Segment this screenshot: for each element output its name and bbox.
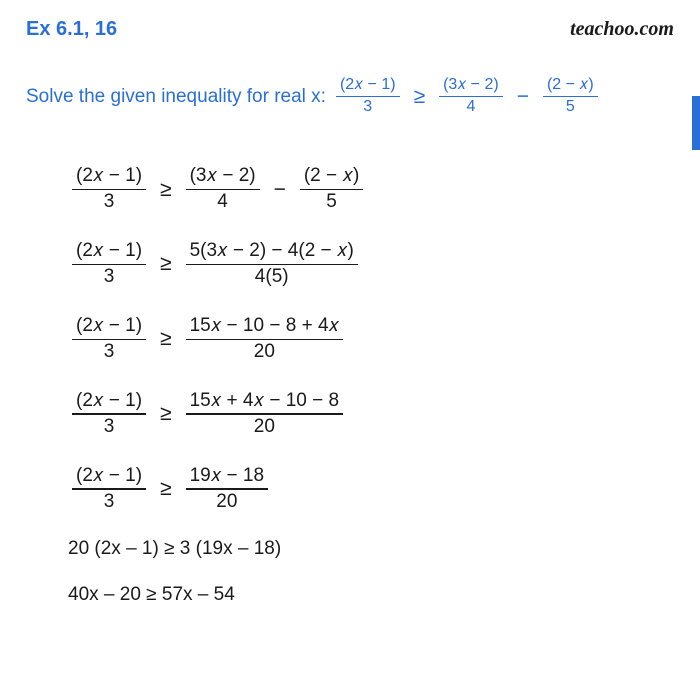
exercise-label: Ex 6.1, 16	[26, 18, 117, 41]
fraction: 15𝑥 − 10 − 8 + 4𝑥20	[186, 314, 344, 365]
relation-symbol: ≥	[160, 477, 172, 501]
relation-symbol: ≥	[160, 327, 172, 351]
solution-step-plain: 40x – 20 ≥ 57x – 54	[68, 584, 700, 606]
problem-rhs2-frac: (2 − 𝑥) 5	[543, 75, 598, 118]
fraction: (2𝑥 − 1)3	[72, 239, 146, 290]
solution-steps: (2𝑥 − 1)3 ≥ (3𝑥 − 2)4−(2 − 𝑥)5 (2𝑥 − 1)3 ≥5(…	[0, 118, 700, 606]
operator: −	[274, 178, 286, 202]
solution-step: (2𝑥 − 1)3 ≥ (3𝑥 − 2)4−(2 − 𝑥)5	[68, 164, 700, 215]
fraction: (2𝑥 − 1)3	[72, 389, 146, 440]
relation-symbol: ≥	[160, 252, 172, 276]
relation-symbol: ≥	[160, 178, 172, 202]
problem-lhs-frac: (2𝑥 − 1) 3	[336, 75, 400, 118]
problem-math: (2𝑥 − 1) 3 ≥ (3𝑥 − 2) 4 − (2 − 𝑥) 5	[332, 75, 602, 118]
problem-rhs1-frac: (3𝑥 − 2) 4	[439, 75, 503, 118]
problem-statement: Solve the given inequality for real x: (…	[0, 41, 700, 118]
relation-symbol: ≥	[160, 402, 172, 426]
geq-symbol: ≥	[414, 85, 426, 109]
fraction: (3𝑥 − 2)4	[186, 164, 260, 215]
minus-symbol: −	[517, 85, 529, 109]
fraction: (2 − 𝑥)5	[300, 164, 363, 215]
fraction: (2𝑥 − 1)3	[72, 464, 146, 515]
solution-step: (2𝑥 − 1)3 ≥19𝑥 − 1820	[68, 464, 700, 515]
fraction: 19𝑥 − 1820	[186, 464, 269, 515]
problem-text: Solve the given inequality for real x:	[26, 86, 326, 108]
fraction: 5(3𝑥 − 2) − 4(2 − 𝑥)4(5)	[186, 239, 358, 290]
brand-logo: teachoo.com	[570, 18, 674, 41]
solution-step: (2𝑥 − 1)3 ≥5(3𝑥 − 2) − 4(2 − 𝑥)4(5)	[68, 239, 700, 290]
fraction: (2𝑥 − 1)3	[72, 314, 146, 365]
solution-step-plain: 20 (2x – 1) ≥ 3 (19x – 18)	[68, 538, 700, 560]
fraction: 15𝑥 + 4𝑥 − 10 − 820	[186, 389, 344, 440]
solution-step: (2𝑥 − 1)3 ≥15𝑥 + 4𝑥 − 10 − 820	[68, 389, 700, 440]
solution-step: (2𝑥 − 1)3 ≥15𝑥 − 10 − 8 + 4𝑥20	[68, 314, 700, 365]
side-accent	[692, 96, 700, 150]
fraction: (2𝑥 − 1)3	[72, 164, 146, 215]
